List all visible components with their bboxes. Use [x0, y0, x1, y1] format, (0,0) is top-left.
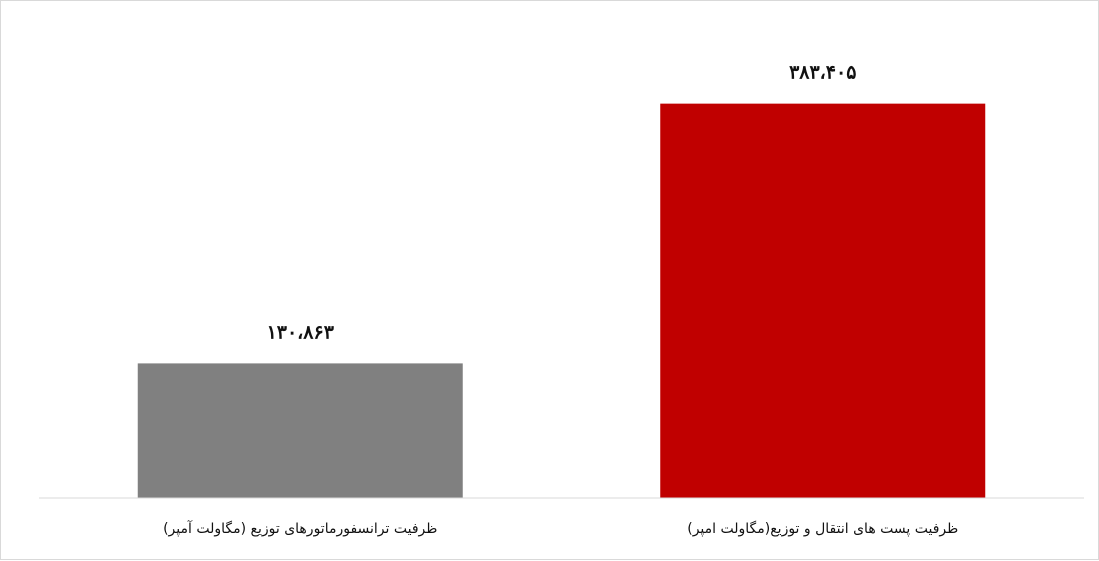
- bar-2: [137, 363, 463, 498]
- bars-layer: [137, 103, 986, 499]
- labels-layer: ۳۸۳،۴۰۵ ظرفیت پست های انتقال و توزیع(مگاو…: [163, 62, 958, 537]
- category-label-1: ظرفیت پست های انتقال و توزیع(مگاولت امپر…: [687, 520, 958, 537]
- category-label-2: ظرفیت ترانسفورماتورهای توزیع (مگاولت آمپ…: [163, 520, 437, 537]
- data-label-2: ۱۳۰،۸۶۳: [267, 321, 335, 343]
- bar-1: [660, 103, 986, 499]
- data-label-1: ۳۸۳،۴۰۵: [789, 62, 856, 84]
